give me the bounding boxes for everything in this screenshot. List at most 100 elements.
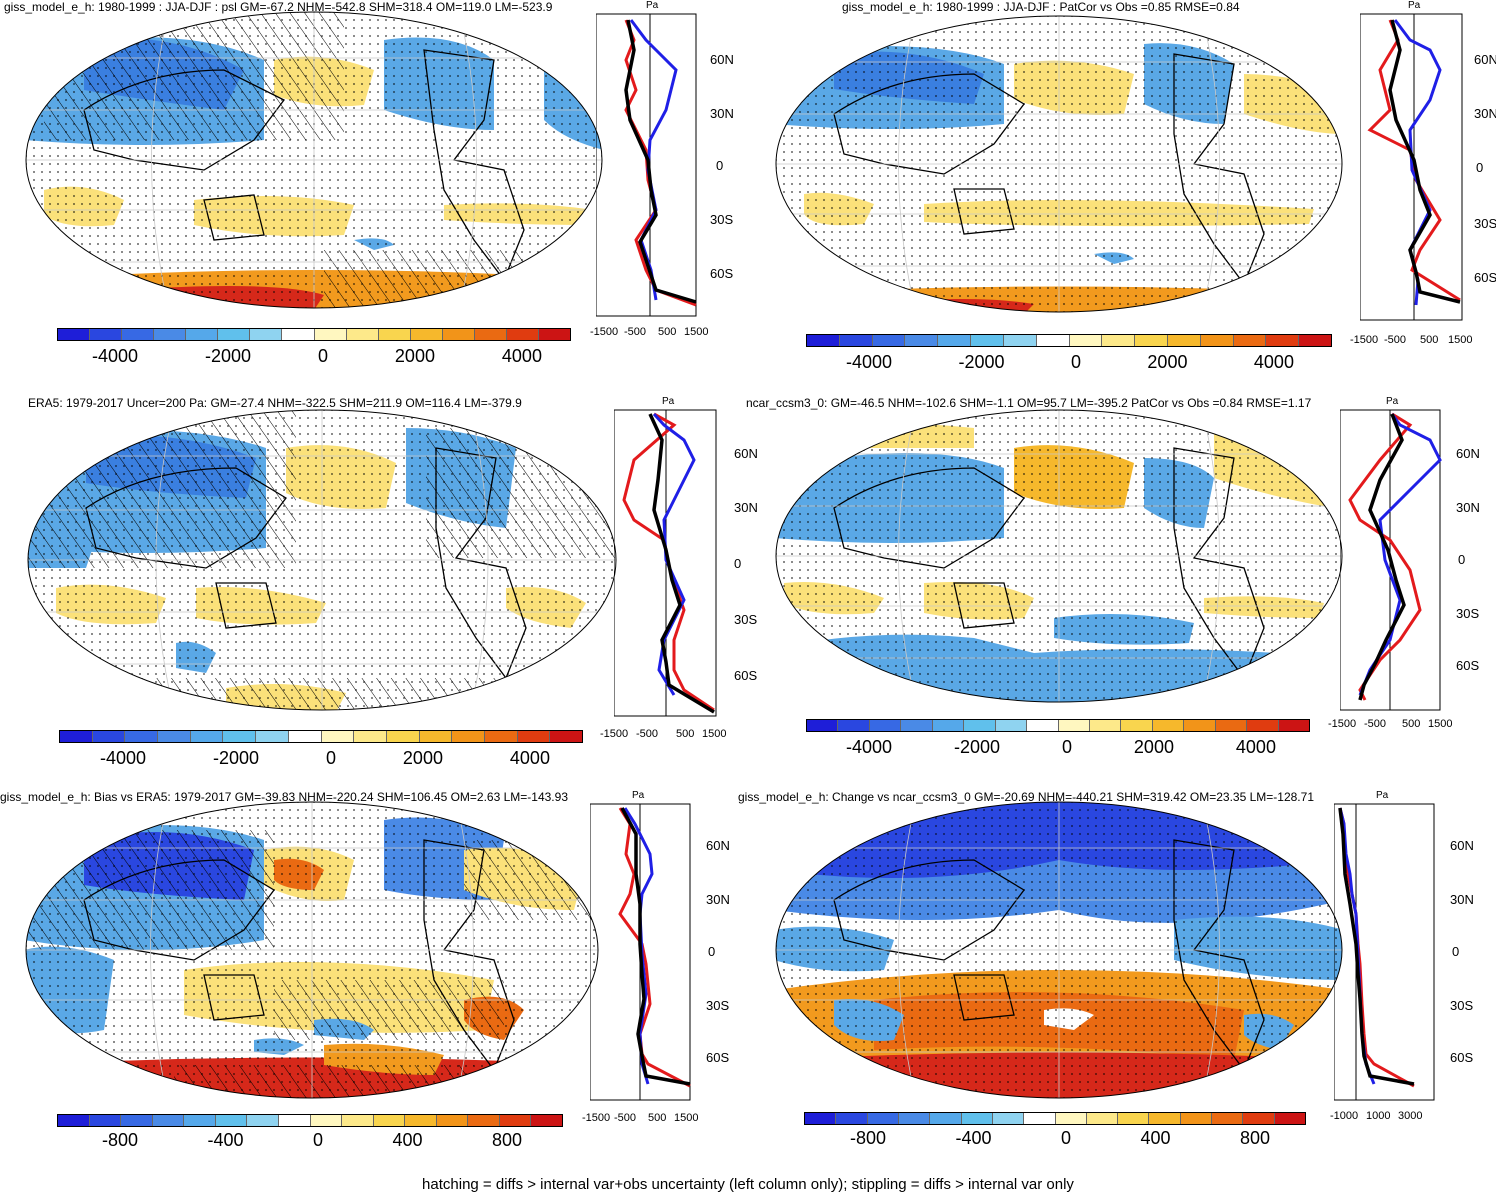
panel4-lat-30S: 30S — [1456, 606, 1480, 621]
panel6-lat-60S: 60S — [1450, 1050, 1474, 1065]
panel1-colorbar — [57, 328, 571, 341]
panel1-map — [25, 11, 603, 309]
cb-label: 400 — [1140, 1128, 1171, 1148]
panel6-colorbar — [804, 1112, 1306, 1125]
panel4-lat-60N: 60N — [1456, 446, 1480, 461]
panel3-colorbar — [59, 730, 583, 743]
panel1-profile-unit: Pa — [646, 0, 659, 11]
panel2-xtick: 1500 — [1448, 334, 1473, 346]
cb-label: -4000 — [100, 748, 147, 768]
panel1-zonal-profile — [596, 13, 697, 317]
panel5-lat-60S: 60S — [706, 1050, 730, 1065]
cb-label: 4000 — [1253, 352, 1294, 372]
panel4-lat-0: 0 — [1458, 552, 1466, 567]
panel6-zonal-profile — [1334, 803, 1435, 1101]
panel3-profile-unit: Pa — [662, 396, 675, 407]
panel3-xtick: 1500 — [702, 728, 727, 740]
panel3-xtick: 500 — [676, 728, 695, 740]
panel3-lat-60N: 60N — [734, 446, 758, 461]
panel1-lat-0: 0 — [716, 158, 724, 173]
cb-label: -800 — [850, 1128, 887, 1148]
panel4-xtick: -500 — [1364, 718, 1387, 730]
panel3-xtick: -500 — [636, 728, 659, 740]
footer-legend-note: hatching = diffs > internal var+obs unce… — [422, 1176, 1074, 1193]
panel3-zonal-profile — [614, 409, 717, 717]
panel3-lat-0: 0 — [734, 556, 742, 571]
panel3-lat-30N: 30N — [734, 500, 758, 515]
panel3-map — [27, 409, 617, 711]
panel5-lat-30S: 30S — [706, 998, 730, 1013]
panel4-lat-60S: 60S — [1456, 658, 1480, 673]
panel1-xtick: -500 — [624, 326, 647, 338]
panel1-xtick: 1500 — [684, 326, 709, 338]
panel2-title: giss_model_e_h: 1980-1999 : JJA-DJF : Pa… — [842, 0, 1240, 14]
panel5-zonal-profile — [590, 803, 691, 1101]
panel1-title: giss_model_e_h: 1980-1999 : JJA-DJF : ps… — [4, 0, 553, 14]
cb-label: 4000 — [1235, 737, 1276, 757]
panel1-lat-30N: 30N — [710, 106, 734, 121]
panel2-lat-30N: 30N — [1474, 106, 1496, 121]
panel2-lat-0: 0 — [1476, 160, 1484, 175]
panel2-colorbar — [806, 334, 1332, 347]
cb-label: -4000 — [846, 352, 893, 372]
panel5-lat-0: 0 — [708, 944, 716, 959]
panel2-xtick: 500 — [1420, 334, 1439, 346]
panel6-lat-0: 0 — [1452, 944, 1460, 959]
panel4-colorbar-labels: -4000 -2000 0 2000 4000 — [846, 737, 1276, 758]
panel6-xtick: 3000 — [1398, 1110, 1423, 1122]
panel6-xtick: -1000 — [1330, 1110, 1359, 1122]
panel5-xtick: -1500 — [582, 1112, 611, 1124]
panel6-title: giss_model_e_h: Change vs ncar_ccsm3_0 G… — [738, 790, 1314, 804]
panel1-lat-30S: 30S — [710, 212, 734, 227]
cb-label: -2000 — [204, 346, 252, 366]
panel5-title: giss_model_e_h: Bias vs ERA5: 1979-2017 … — [0, 790, 568, 804]
panel5-colorbar-labels: -800 -400 0 400 800 — [102, 1130, 522, 1151]
panel4-xtick: 1500 — [1428, 718, 1453, 730]
cb-label: 2000 — [394, 346, 435, 366]
panel3-title: ERA5: 1979-2017 Uncer=200 Pa: GM=-27.4 N… — [28, 396, 522, 410]
cb-label: 0 — [325, 748, 336, 768]
panel6-xtick: 1000 — [1366, 1110, 1391, 1122]
panel1-xtick: 500 — [658, 326, 677, 338]
panel5-colorbar — [57, 1114, 563, 1127]
cb-label: 0 — [317, 346, 328, 366]
panel5-xtick: -500 — [614, 1112, 637, 1124]
panel6-lat-30N: 30N — [1450, 892, 1474, 907]
panel2-lat-30S: 30S — [1474, 216, 1496, 231]
cb-label: 0 — [1061, 737, 1072, 757]
panel2-profile-unit: Pa — [1408, 0, 1421, 11]
cb-label: 800 — [1239, 1128, 1270, 1148]
panel3-lat-30S: 30S — [734, 612, 758, 627]
panel2-zonal-profile — [1360, 13, 1463, 321]
panel3-colorbar-labels: -4000 -2000 0 2000 4000 — [100, 748, 550, 769]
cb-label: 4000 — [509, 748, 550, 768]
panel4-lat-30N: 30N — [1456, 500, 1480, 515]
panel4-xtick: 500 — [1402, 718, 1421, 730]
panel3-xtick: -1500 — [600, 728, 629, 740]
cb-label: -2000 — [958, 352, 1005, 372]
panel2-xtick: -500 — [1384, 334, 1407, 346]
panel5-lat-30N: 30N — [706, 892, 730, 907]
panel4-title: ncar_ccsm3_0: GM=-46.5 NHM=-102.6 SHM=-1… — [746, 396, 1312, 410]
panel2-lat-60S: 60S — [1474, 270, 1496, 285]
panel1-colorbar-labels: -4000 -2000 0 2000 4000 — [92, 346, 542, 367]
panel5-profile-unit: Pa — [632, 790, 645, 801]
panel6-lat-30S: 30S — [1450, 998, 1474, 1013]
panel5-lat-60N: 60N — [706, 838, 730, 853]
panel2-lat-60N: 60N — [1474, 52, 1496, 67]
cb-label: -2000 — [212, 748, 260, 768]
cb-label: 2000 — [1147, 352, 1188, 372]
cb-label: 800 — [491, 1130, 522, 1150]
cb-label: 2000 — [1133, 737, 1174, 757]
panel2-map — [775, 15, 1343, 313]
panel2-colorbar-labels: -4000 -2000 0 2000 4000 — [846, 352, 1294, 373]
panel4-colorbar — [806, 719, 1310, 732]
panel2-xtick: -1500 — [1350, 334, 1379, 346]
panel1-xtick: -1500 — [590, 326, 619, 338]
panel6-lat-60N: 60N — [1450, 838, 1474, 853]
cb-label: 4000 — [501, 346, 542, 366]
panel3-lat-60S: 60S — [734, 668, 758, 683]
panel5-xtick: 500 — [648, 1112, 667, 1124]
panel4-profile-unit: Pa — [1386, 396, 1399, 407]
panel6-colorbar-labels: -800 -400 0 400 800 — [850, 1128, 1270, 1149]
